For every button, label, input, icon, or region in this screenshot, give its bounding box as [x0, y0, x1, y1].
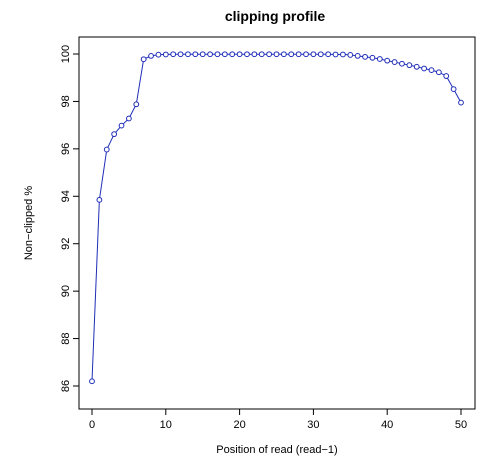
data-point	[221, 51, 228, 58]
data-point	[443, 73, 450, 79]
series-points	[89, 51, 464, 385]
x-tick-label: 50	[455, 419, 467, 431]
y-tick-label: 86	[60, 380, 72, 392]
x-tick-label: 20	[233, 419, 245, 431]
data-point	[96, 196, 103, 203]
data-point	[199, 51, 206, 58]
data-point	[103, 146, 110, 153]
data-point	[155, 51, 162, 58]
data-point	[192, 51, 199, 58]
data-point	[458, 99, 464, 106]
data-point	[170, 51, 177, 58]
plot-area-frame	[78, 36, 476, 410]
data-point	[140, 56, 147, 63]
line-segment	[91, 202, 100, 379]
y-tick-label: 92	[60, 238, 72, 250]
line-segment	[122, 119, 128, 125]
data-point	[435, 69, 442, 76]
line-segment	[136, 61, 144, 102]
line-segment	[454, 90, 461, 101]
data-point	[369, 54, 376, 61]
data-point	[413, 63, 420, 70]
y-tick-label: 94	[60, 190, 72, 202]
y-tick-label: 100	[60, 45, 72, 63]
y-tick-label: 96	[60, 143, 72, 155]
data-point	[384, 57, 391, 64]
x-tick-label: 0	[89, 419, 95, 431]
y-axis: 86 88 90 92 94 96 98 100	[60, 45, 79, 392]
data-point	[133, 101, 140, 108]
data-point	[244, 51, 250, 58]
data-point	[185, 51, 191, 58]
data-point	[362, 53, 368, 60]
data-point	[229, 51, 236, 58]
line-segment	[129, 106, 136, 117]
y-axis-label: Non−clipped %	[23, 186, 35, 261]
data-point	[214, 51, 221, 58]
data-point	[207, 51, 213, 58]
data-point	[421, 65, 428, 72]
data-point	[325, 51, 332, 58]
data-point	[89, 378, 95, 385]
data-point	[303, 51, 309, 58]
x-tick-label: 30	[307, 419, 319, 431]
y-tick-label: 98	[60, 95, 72, 107]
data-point	[428, 67, 435, 74]
x-axis-label: Position of read (read−1)	[216, 444, 337, 456]
line-segment	[440, 72, 445, 76]
x-axis: 0 10 20 30 40 50	[89, 409, 467, 431]
line-segment	[145, 56, 150, 59]
data-point	[111, 131, 118, 138]
line-segment	[99, 151, 107, 198]
data-point	[148, 52, 154, 59]
chart-title: clipping profile	[225, 8, 326, 24]
line-segment	[115, 127, 121, 133]
data-point	[280, 51, 287, 58]
data-point	[125, 115, 132, 122]
data-point	[450, 86, 457, 92]
data-point	[354, 52, 361, 59]
data-point	[317, 51, 324, 58]
data-point	[162, 51, 169, 58]
data-point	[391, 59, 398, 65]
line-segment	[446, 77, 453, 88]
y-tick-label: 88	[60, 332, 72, 344]
data-point	[118, 122, 125, 129]
data-point	[251, 51, 258, 58]
data-point	[266, 51, 273, 58]
data-point	[177, 51, 184, 58]
data-point	[332, 51, 339, 58]
series-line	[91, 53, 461, 379]
data-point	[310, 51, 317, 58]
data-point	[376, 56, 383, 62]
data-point	[406, 62, 413, 69]
line-segment	[107, 136, 114, 148]
data-point	[273, 51, 280, 58]
data-point	[258, 51, 265, 58]
x-tick-label: 40	[381, 419, 393, 431]
data-point	[399, 60, 405, 67]
data-point	[340, 51, 346, 58]
x-tick-label: 10	[160, 419, 172, 431]
data-point	[288, 51, 295, 58]
y-tick-label: 90	[60, 285, 72, 297]
data-point	[236, 51, 243, 58]
data-point	[295, 51, 302, 58]
data-point	[347, 52, 354, 58]
